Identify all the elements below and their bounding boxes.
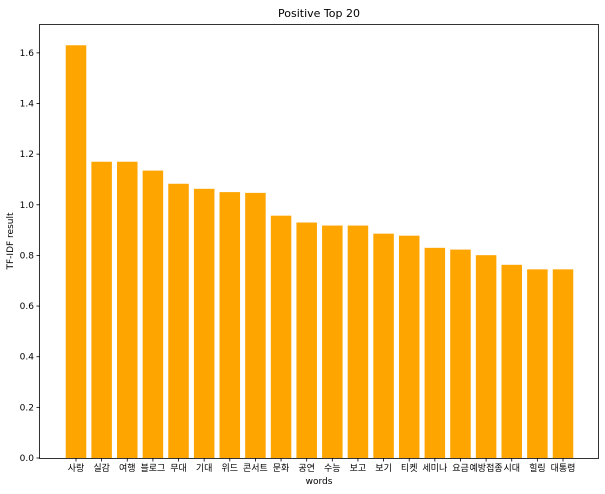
bar-시대 [501,264,522,458]
bar-블로그 [142,170,164,458]
bar-실감 [91,161,112,459]
bar-문화 [270,215,292,458]
x-tick-label: 블로그 [140,463,165,474]
x-tick-label: 콘서트 [243,463,268,474]
x-tick-label: 요금 [452,463,469,474]
x-axis: 사랑 실감 여행 블로그 무대 기대 위드 콘서트 문화 공연 수능 보고 보기 티켓 세미나 요금 예방접종 시… [68,458,576,474]
bar-예방접종 [475,255,497,458]
x-tick-label: 수능 [324,463,341,474]
x-tick-label: 보기 [375,463,392,474]
bar-요금 [450,249,471,458]
x-tick-label: 힐링 [529,462,546,474]
x-tick-label: 대통령 [551,462,576,474]
y-tick-label: 0.0 [20,454,35,464]
chart-title: Positive Top 20 [278,7,360,20]
x-tick-label: 시대 [503,463,520,474]
bar-수능 [322,225,343,458]
y-tick-label: 1.0 [20,201,35,211]
x-tick-label: 기대 [196,463,213,474]
y-tick-label: 0.4 [20,353,35,363]
bar-공연 [296,222,317,458]
bar-보기 [373,233,394,458]
y-tick-label: 0.2 [20,403,34,413]
y-axis: 0.0 0.2 0.4 0.6 0.8 1.0 1.2 1.4 1.6 [20,49,40,464]
bar-대통령 [552,269,574,458]
x-tick-label: 티켓 [401,463,418,474]
bar-콘서트 [245,192,266,458]
x-tick-label: 공연 [298,463,315,474]
x-tick-label: 실감 [93,462,110,474]
x-tick-label: 보고 [350,463,367,474]
y-tick-label: 1.6 [20,49,35,59]
bar-기대 [193,188,215,458]
x-tick-label: 위드 [222,463,239,474]
bars-group [65,45,574,459]
x-tick-label: 예방접종 [470,462,503,474]
x-tick-label: 여행 [119,462,136,474]
bar-힐링 [527,269,548,458]
x-tick-label: 세미나 [422,463,447,474]
y-tick-label: 0.6 [20,302,35,312]
y-tick-label: 0.8 [20,251,35,261]
x-tick-label: 사랑 [68,462,85,474]
plot-frame [39,24,599,459]
bar-세미나 [424,247,446,458]
y-tick-label: 1.2 [20,150,34,160]
y-axis-label: TF-IDF result [6,212,16,270]
bar-보고 [347,225,369,458]
bar-무대 [168,183,189,458]
bar-티켓 [398,235,420,458]
y-tick-label: 1.4 [20,99,35,109]
bar-위드 [219,192,241,458]
x-axis-label: words [306,477,333,487]
x-tick-label: 문화 [273,463,290,474]
bar-여행 [117,161,138,459]
bar-사랑 [65,45,87,458]
x-tick-label: 무대 [170,463,187,474]
